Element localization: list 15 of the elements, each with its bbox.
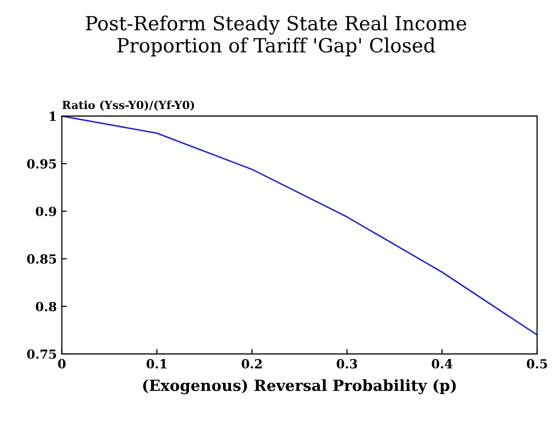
y-tick-label: 0.95 [27,159,56,169]
x-tick-label: 0.3 [336,359,358,368]
x-tick-label: 0.2 [242,359,262,368]
x-axis-title: (Exogenous) Reversal Probability (p) [143,379,456,394]
chart-title: Post-Reform Steady State Real Income Proportion of Tariff 'Gap' Closed [86,16,466,56]
y-tick-label: 0.85 [27,254,56,264]
x-tick-label: 0.1 [146,359,167,368]
y-tick-label: 0.75 [27,349,56,359]
x-tick-label: 0 [58,359,66,368]
x-tick-label: 0.4 [432,359,452,368]
y-axis-title: Ratio (Yss-Y0)/(Yf-Y0) [62,100,194,111]
y-tick-label: 1 [50,112,56,121]
x-tick-label: 0.5 [526,359,548,368]
y-tick-label: 0.8 [36,302,56,312]
y-tick-label: 0.9 [36,206,56,216]
